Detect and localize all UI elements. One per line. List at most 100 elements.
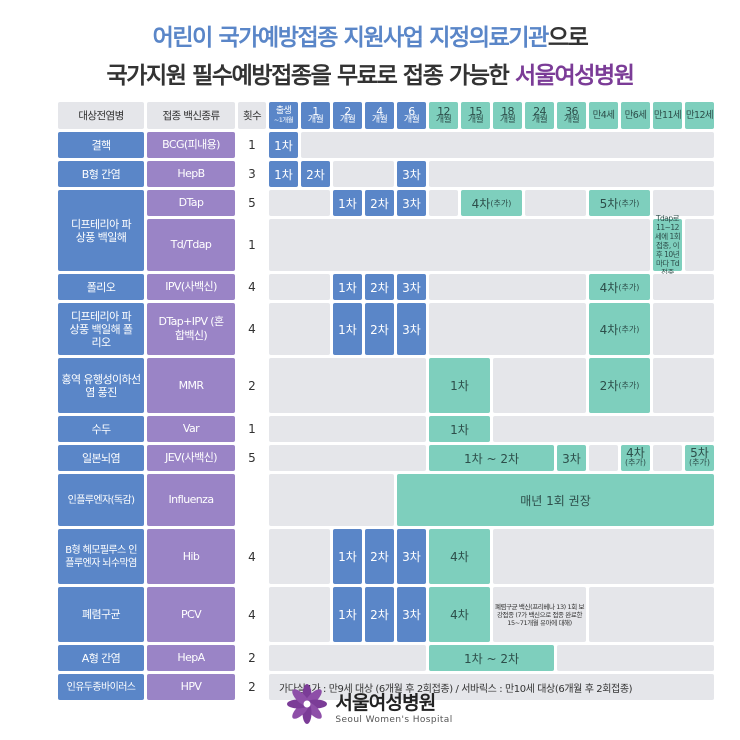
empty-cell: [269, 303, 330, 355]
empty-cell: [333, 161, 394, 187]
header-age-12m: 12 개월: [429, 102, 458, 129]
dose-dtap-ipv-3: 3차: [397, 303, 426, 355]
dose-dtap-2: 2차: [365, 190, 394, 216]
dose-dtap-ipv-1: 1차: [333, 303, 362, 355]
header-count: 횟수: [238, 102, 266, 129]
dose-mmr-2: 2차 (추가): [589, 358, 650, 413]
dose-dtap-1: 1차: [333, 190, 362, 216]
vaccine-mmr: MMR: [147, 358, 235, 413]
dose-hepb-1: 1차: [269, 161, 298, 187]
empty-cell: [557, 645, 714, 671]
vaccine-var: Var: [147, 416, 235, 442]
dose-dtap-5: 5차 (추가): [589, 190, 650, 216]
disease-polio: 폴리오: [58, 274, 144, 300]
vaccine-dtap-ipv: DTap+IPV (혼합백신): [147, 303, 235, 355]
page-title-line1: 어린이 국가예방접종 지원사업 지정의료기관으로: [0, 18, 740, 52]
empty-cell: [589, 587, 714, 642]
empty-cell: [429, 274, 586, 300]
logo-name-korean: 서울여성병원: [335, 691, 436, 714]
vaccination-schedule-table: 대상전염병 접종 백신종류 횟수 출생 ~1개월 1 개월 2 개월 4 개월 6 개월 …: [58, 102, 714, 700]
empty-cell: [269, 587, 330, 642]
disease-je: 일본뇌염: [58, 445, 144, 471]
empty-cell: [429, 303, 586, 355]
empty-cell: [429, 161, 714, 187]
vaccine-pcv: PCV: [147, 587, 235, 642]
dose-ipv-3: 3차: [397, 274, 426, 300]
dose-pcv-2: 2차: [365, 587, 394, 642]
vaccine-hepb: HepB: [147, 161, 235, 187]
empty-cell: [653, 358, 714, 413]
empty-cell: [653, 190, 714, 216]
count-flu: [238, 474, 266, 526]
logo-text: 서울여성병원 Seoul Women's Hospital: [335, 688, 452, 725]
dose-hepb-3: 3차: [397, 161, 426, 187]
dose-jev-5: 5차 (추가): [685, 445, 714, 471]
title-suffix: 으로: [547, 25, 589, 51]
dose-ipv-2: 2차: [365, 274, 394, 300]
count-pcv: 4: [238, 587, 266, 642]
header-vaccine: 접종 백신종류: [147, 102, 235, 129]
hospital-logo: 서울여성병원 Seoul Women's Hospital: [0, 682, 740, 730]
dose-jev-4: 4차 (추가): [621, 445, 650, 471]
header-age-12y: 만12세: [685, 102, 714, 129]
header-age-4y: 만4세: [589, 102, 618, 129]
count-hib: 4: [238, 529, 266, 584]
dose-hepa-1-2: 1차 ~ 2차: [429, 645, 554, 671]
empty-cell: [269, 474, 394, 526]
page-title-line2: 국가지원 필수예방접종을 무료로 접종 가능한 서울여성병원: [0, 56, 740, 90]
empty-cell: [493, 358, 586, 413]
count-mmr: 2: [238, 358, 266, 413]
dose-jev-3: 3차: [557, 445, 586, 471]
header-age-1m: 1 개월: [301, 102, 330, 129]
flower-logo-icon: [287, 684, 328, 724]
empty-cell: [269, 219, 650, 271]
vaccine-dtap: DTap: [147, 190, 235, 216]
dose-ipv-1: 1차: [333, 274, 362, 300]
dose-hib-4: 4차: [429, 529, 490, 584]
header-age-24m: 24 개월: [525, 102, 554, 129]
disease-hepb: B형 간염: [58, 161, 144, 187]
empty-cell: [269, 274, 330, 300]
empty-cell: [653, 274, 714, 300]
vaccine-bcg: BCG(피내용): [147, 132, 235, 158]
count-hepa: 2: [238, 645, 266, 671]
empty-cell: [269, 645, 426, 671]
dose-dtap-4: 4차 (추가): [461, 190, 522, 216]
vaccine-tdap: Td/Tdap: [147, 219, 235, 271]
empty-cell: [269, 416, 426, 442]
disease-pcv: 폐렴구균: [58, 587, 144, 642]
empty-cell: [269, 445, 426, 471]
disease-varicella: 수두: [58, 416, 144, 442]
count-tdap: 1: [238, 219, 266, 271]
title-hospital-name: 서울여성병원: [514, 63, 635, 89]
title-main: 국가지원 필수예방접종을 무료로 접종 가능한: [106, 63, 509, 89]
empty-cell: [525, 190, 586, 216]
empty-cell: [653, 445, 682, 471]
disease-dtp: 디프테리아 파상풍 백일해: [58, 190, 144, 271]
disease-flu: 인플루엔자(독감): [58, 474, 144, 526]
empty-cell: [429, 190, 458, 216]
empty-cell: [685, 219, 714, 271]
disease-hib: B형 헤모필루스 인플루엔자 뇌수막염: [58, 529, 144, 584]
count-hepb: 3: [238, 161, 266, 187]
header-disease: 대상전염병: [58, 102, 144, 129]
count-dtap: 5: [238, 190, 266, 216]
dose-jev-1-2: 1차 ~ 2차: [429, 445, 554, 471]
count-ipv: 4: [238, 274, 266, 300]
empty-cell: [301, 132, 714, 158]
dose-pcv-1: 1차: [333, 587, 362, 642]
dose-hepb-2: 2차: [301, 161, 330, 187]
dose-pcv-3: 3차: [397, 587, 426, 642]
dose-ipv-4: 4차 (추가): [589, 274, 650, 300]
dose-dtap-3: 3차: [397, 190, 426, 216]
empty-cell: [269, 190, 330, 216]
count-jev: 5: [238, 445, 266, 471]
note-tdap: Tdap로 11~12세에 1회접종, 이후 10년마다 Td접종: [653, 213, 682, 277]
count-bcg: 1: [238, 132, 266, 158]
empty-cell: [493, 529, 714, 584]
disease-hepa: A형 간염: [58, 645, 144, 671]
disease-tb: 결핵: [58, 132, 144, 158]
dose-hib-1: 1차: [333, 529, 362, 584]
empty-cell: [653, 303, 714, 355]
header-age-15m: 15 개월: [461, 102, 490, 129]
